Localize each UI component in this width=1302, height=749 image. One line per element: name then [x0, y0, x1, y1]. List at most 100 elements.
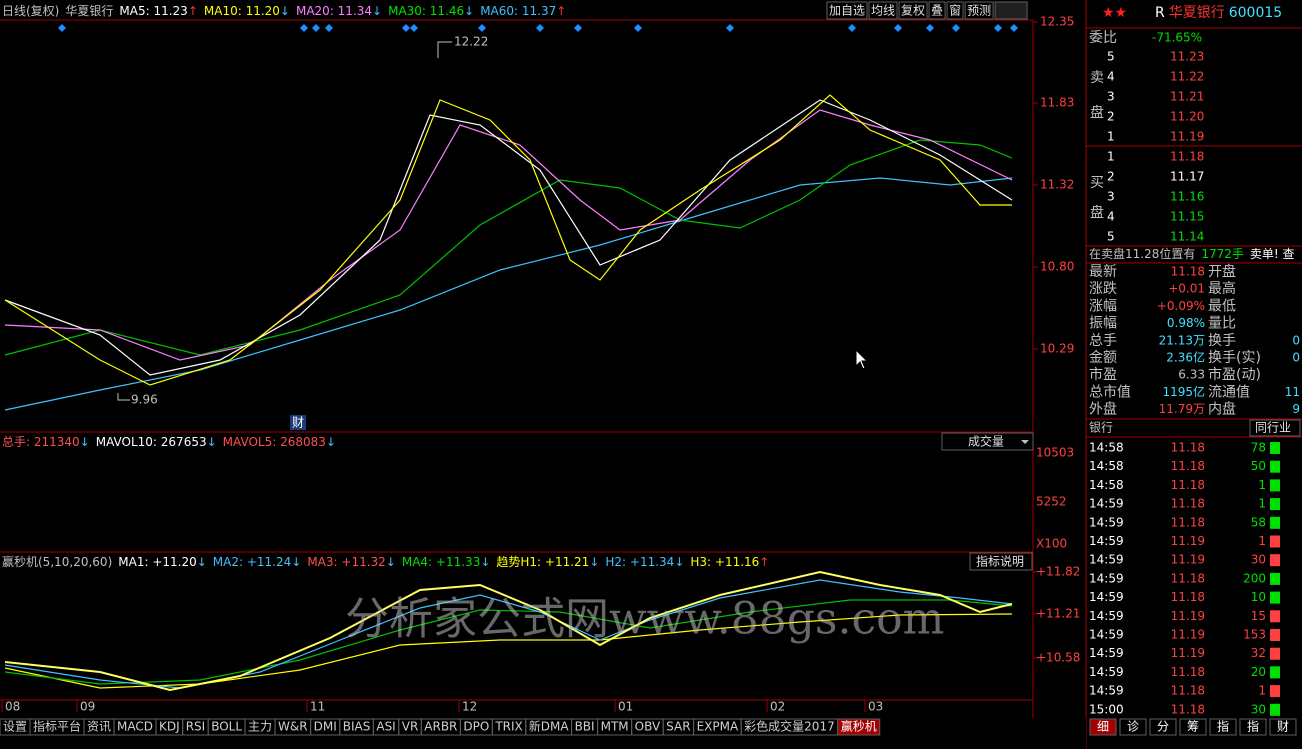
indicator-tab[interactable]: 主力 — [248, 720, 272, 734]
stat-label: 金额 — [1089, 350, 1117, 366]
tick-volume: 200 — [1243, 571, 1266, 585]
peer-box[interactable] — [1249, 419, 1301, 437]
header-item: MAVOL5: 268083 — [223, 435, 326, 449]
side-tab-label[interactable]: 指 — [1247, 719, 1259, 734]
toolbar-button[interactable]: 加自选 — [829, 4, 865, 18]
dropdown-arrow — [1021, 440, 1029, 444]
level-price: 11.18 — [1170, 150, 1204, 164]
help-box[interactable] — [969, 552, 1033, 571]
indicator-tab[interactable]: VR — [402, 720, 419, 734]
selector-box[interactable] — [941, 432, 1034, 451]
stat-value: 1195亿 — [1162, 384, 1205, 399]
indicator-tab[interactable]: 设置 — [3, 720, 27, 734]
trend-arrow: ↓ — [480, 555, 490, 569]
indicator-tab[interactable]: TRIX — [494, 720, 522, 734]
notice-part: 1772手 — [1201, 247, 1244, 261]
volume-axis-label: 5252 — [1036, 495, 1067, 509]
indicator-tab[interactable]: ASI — [376, 720, 395, 734]
tick-time: 14:59 — [1089, 497, 1124, 511]
tick-time: 14:59 — [1089, 534, 1124, 548]
high-label: 12.22 — [454, 35, 488, 49]
tick-volume: 30 — [1251, 702, 1266, 716]
indicator-tab[interactable]: EXPMA — [697, 720, 739, 734]
button-frame — [826, 1, 868, 20]
stat-label: 市盈(动) — [1208, 366, 1261, 383]
indicator-tab[interactable]: BBI — [575, 720, 595, 734]
side-tab-label[interactable]: 财 — [1277, 720, 1289, 734]
toolbar-button[interactable]: 均线 — [871, 4, 895, 18]
tick-arrow — [1270, 442, 1280, 454]
indicator-tab[interactable]: DPO — [463, 720, 489, 734]
toolbar-button[interactable]: 预测 — [967, 4, 991, 18]
tick-time: 14:59 — [1089, 590, 1124, 604]
side-tab — [1239, 718, 1267, 736]
side-tab-label[interactable]: 指 — [1217, 719, 1229, 734]
peer-label: 同行业 — [1255, 421, 1291, 435]
side-tab-label[interactable]: 诊 — [1127, 720, 1139, 734]
indicator-tab[interactable]: MACD — [117, 720, 153, 734]
indicator-tab[interactable]: 赢秒机 — [841, 719, 877, 734]
side-tab — [1119, 718, 1147, 736]
ratio-value: -71.65% — [1152, 31, 1202, 45]
tick-arrow — [1270, 554, 1280, 567]
indicator-tab[interactable]: OBV — [635, 720, 661, 734]
stars: ★★ — [1102, 5, 1127, 21]
toolbar-button[interactable]: 复权 — [901, 4, 925, 18]
header-item: 趋势H1: +11.21 — [496, 555, 589, 569]
trend-arrow: ↓ — [280, 4, 290, 18]
level: 1 — [1107, 130, 1115, 144]
indicator-tab[interactable]: BIAS — [343, 720, 371, 734]
ma-value: MA30: 11.46 — [388, 4, 464, 18]
signal-diamonds — [58, 24, 1018, 32]
event-label: 财 — [292, 416, 304, 430]
tick-time: 14:59 — [1089, 515, 1124, 529]
buy-label: 盘 — [1090, 204, 1104, 221]
toolbar-arrows[interactable] — [994, 1, 1028, 20]
toolbar-button[interactable]: 叠 — [931, 4, 943, 18]
side-tab — [1179, 718, 1207, 736]
side-tab-label[interactable]: 分 — [1157, 720, 1169, 734]
side-tab-label[interactable]: 细 — [1097, 720, 1109, 734]
side-tab — [1209, 718, 1237, 736]
stat-label: 市盈 — [1089, 366, 1117, 383]
indicator-header: 赢秒机(5,10,20,60) MA1: +11.20↓ MA2: +11.24↓ M… — [2, 554, 769, 569]
indicator-tab[interactable]: MTM — [601, 720, 629, 734]
indicator-tab[interactable]: SAR — [666, 720, 690, 734]
indicator-help: 指标说明 — [976, 554, 1024, 569]
indicator-tab[interactable]: 新DMA — [529, 719, 570, 734]
trend-arrow: ↓ — [674, 555, 684, 569]
tab-frame — [837, 718, 881, 736]
trend-arrow: ↑ — [759, 555, 769, 569]
indicator-tab[interactable]: 资讯 — [87, 720, 111, 734]
level-price: 11.15 — [1170, 210, 1204, 224]
indicator-tab[interactable]: BOLL — [211, 720, 242, 734]
indicator-axis-label: +11.82 — [1036, 565, 1080, 579]
level: 4 — [1107, 70, 1115, 84]
period: 日线(复权) — [2, 4, 59, 18]
side-tab-label[interactable]: 筹 — [1187, 720, 1199, 734]
tick-arrow — [1270, 647, 1280, 660]
toolbar-button[interactable]: 窗 — [949, 4, 961, 18]
price-axis-label: 10.29 — [1040, 342, 1074, 356]
indicator-tab[interactable]: KDJ — [159, 720, 180, 734]
tick-time: 14:58 — [1089, 478, 1124, 492]
level: 2 — [1107, 110, 1115, 124]
date-label: 11 — [310, 700, 325, 714]
indicator-tab[interactable]: DMI — [314, 720, 337, 734]
header-item: MA2: +11.24 — [213, 555, 291, 569]
trend-arrow: ↓ — [291, 555, 301, 569]
indicator-tab[interactable]: RSI — [186, 720, 206, 734]
stat-label: 最新 — [1089, 264, 1117, 280]
indicator-tab[interactable]: 彩色成交量2017 — [744, 719, 835, 734]
indicator-tab[interactable]: 指标平台 — [33, 719, 81, 734]
watermark: 分析家公式网www.88gs.com — [345, 594, 944, 645]
indicator-tab[interactable]: W&R — [278, 720, 308, 734]
stat-value: +0.09% — [1157, 299, 1205, 313]
indicator-tab[interactable]: ARBR — [424, 720, 457, 734]
indicator-axis-label: +10.58 — [1036, 651, 1080, 665]
tick-arrow — [1270, 666, 1280, 679]
date-label: 08 — [5, 700, 20, 714]
date-label: 09 — [80, 700, 95, 714]
